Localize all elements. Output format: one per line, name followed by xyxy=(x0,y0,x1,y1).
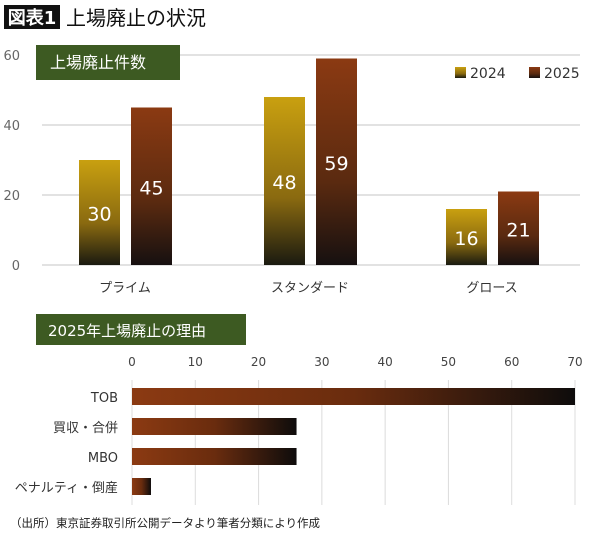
legend-swatch-2024 xyxy=(455,67,466,78)
data-label: 30 xyxy=(87,204,111,226)
data-label: 45 xyxy=(139,177,163,199)
x-tick-label: 0 xyxy=(128,355,136,369)
y-tick-label: 20 xyxy=(3,189,20,204)
bar xyxy=(132,388,575,405)
bar-2025 xyxy=(316,58,357,265)
x-tick-label: 70 xyxy=(567,355,582,369)
bottom-chart-title: 2025年上場廃止の理由 xyxy=(48,322,206,340)
top-chart-title-bg xyxy=(36,45,180,80)
header-title: 上場廃止の状況 xyxy=(66,6,206,30)
legend-swatch-2025 xyxy=(529,67,540,78)
x-tick-label: 40 xyxy=(378,355,393,369)
bar xyxy=(132,478,151,495)
header-badge: 図表1 xyxy=(8,7,57,29)
data-label: 16 xyxy=(454,228,478,250)
y-tick-label: 40 xyxy=(3,119,20,134)
legend-label: 2024 xyxy=(470,66,506,82)
bottom-chart: 0 10 20 30 40 50 60 70 TOB 買収・合併 MBO ペナルティ・倒産 xyxy=(15,355,583,505)
bar-2025 xyxy=(131,107,172,265)
x-tick-label: 30 xyxy=(314,355,329,369)
bar-2024 xyxy=(446,209,487,265)
top-chart: 0 20 40 60 30 45 プライム 48 59 スタンダード 16 21 グロース 2024 202… xyxy=(3,49,580,296)
x-tick-label: 20 xyxy=(251,355,266,369)
x-tick-label: プライム xyxy=(99,281,151,296)
source-note: （出所）東京証券取引所公開データより筆者分類により作成 xyxy=(10,516,321,530)
y-tick-label: 買収・合併 xyxy=(53,421,118,436)
x-tick-label: スタンダード xyxy=(271,281,349,296)
bar-2024 xyxy=(79,160,120,265)
legend-label: 2025 xyxy=(544,66,580,82)
data-label: 21 xyxy=(506,219,530,241)
bottom-chart-title-bg xyxy=(36,314,246,345)
header-badge-bg xyxy=(4,5,60,29)
bar xyxy=(132,418,297,435)
data-label: 59 xyxy=(324,153,348,175)
bar-2025 xyxy=(498,191,539,265)
x-tick-label: 50 xyxy=(441,355,456,369)
y-tick-label: 60 xyxy=(3,49,20,64)
y-tick-label: ペナルティ・倒産 xyxy=(15,480,118,496)
data-label: 48 xyxy=(272,172,296,194)
y-tick-label: TOB xyxy=(90,391,118,406)
top-chart-title: 上場廃止件数 xyxy=(50,53,146,72)
y-tick-label: MBO xyxy=(88,451,118,466)
x-tick-label: グロース xyxy=(466,281,517,296)
bar xyxy=(132,448,297,465)
bar-2024 xyxy=(264,97,305,265)
x-tick-label: 60 xyxy=(504,355,519,369)
x-tick-label: 10 xyxy=(188,355,203,369)
y-tick-label: 0 xyxy=(12,259,20,274)
